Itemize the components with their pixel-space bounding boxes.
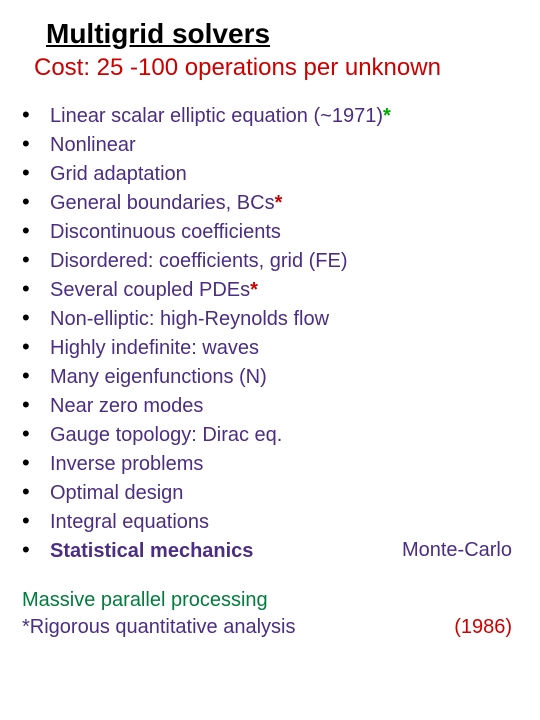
list-item: •Integral equations <box>22 510 512 534</box>
footer-line-1: Massive parallel processing <box>22 589 512 612</box>
list-item-text: Inverse problems <box>50 453 512 476</box>
list-item-text: Gauge topology: Dirac eq. <box>50 424 512 447</box>
list-item: •Many eigenfunctions (N) <box>22 365 512 389</box>
list-item-text: Nonlinear <box>50 134 512 157</box>
bullet-icon: • <box>22 452 50 474</box>
bullet-list: •Linear scalar elliptic equation (~1971)… <box>22 104 512 563</box>
list-item: •Grid adaptation <box>22 162 512 186</box>
list-item: •Optimal design <box>22 481 512 505</box>
bullet-icon: • <box>22 307 50 329</box>
bullet-icon: • <box>22 133 50 155</box>
list-item-text: Discontinuous coefficients <box>50 221 512 244</box>
list-item-text: Many eigenfunctions (N) <box>50 366 512 389</box>
list-item-text: Near zero modes <box>50 395 512 418</box>
slide-title: Multigrid solvers <box>46 18 512 50</box>
bullet-icon: • <box>22 394 50 416</box>
list-item-text: Non-elliptic: high-Reynolds flow <box>50 308 512 331</box>
list-item-text: Several coupled PDEs* <box>50 279 512 302</box>
list-item-text: Grid adaptation <box>50 163 512 186</box>
bullet-icon: • <box>22 278 50 300</box>
slide-subtitle: Cost: 25 -100 operations per unknown <box>34 54 512 82</box>
bullet-icon: • <box>22 104 50 126</box>
list-item-text: Integral equations <box>50 511 512 534</box>
list-item-suffix: * <box>275 192 283 214</box>
bullet-icon: • <box>22 191 50 213</box>
bullet-icon: • <box>22 220 50 242</box>
list-item: •Highly indefinite: waves <box>22 336 512 360</box>
list-item-text: Linear scalar elliptic equation (~1971)* <box>50 105 512 128</box>
list-item: •Near zero modes <box>22 394 512 418</box>
bullet-icon: • <box>22 481 50 503</box>
bullet-icon: • <box>22 539 50 561</box>
footer-text-left: *Rigorous quantitative analysis <box>22 616 296 639</box>
list-item: •Linear scalar elliptic equation (~1971)… <box>22 104 512 128</box>
list-item-text: Highly indefinite: waves <box>50 337 512 360</box>
bullet-icon: • <box>22 510 50 532</box>
bullet-icon: • <box>22 162 50 184</box>
list-item-suffix: * <box>383 105 391 127</box>
list-item: •Nonlinear <box>22 133 512 157</box>
list-item-text: Optimal design <box>50 482 512 505</box>
list-item: •Inverse problems <box>22 452 512 476</box>
bullet-icon: • <box>22 249 50 271</box>
list-item: •Statistical mechanicsMonte-Carlo <box>22 539 512 563</box>
list-item-text: Disordered: coefficients, grid (FE) <box>50 250 512 273</box>
bullet-icon: • <box>22 365 50 387</box>
footer: Massive parallel processing *Rigorous qu… <box>22 589 512 639</box>
list-item-trail: Monte-Carlo <box>402 539 512 562</box>
list-item: •Several coupled PDEs* <box>22 278 512 302</box>
footer-text-right: (1986) <box>454 616 512 639</box>
bullet-icon: • <box>22 423 50 445</box>
list-item: •General boundaries, BCs* <box>22 191 512 215</box>
bullet-icon: • <box>22 336 50 358</box>
list-item: •Non-elliptic: high-Reynolds flow <box>22 307 512 331</box>
list-item-suffix: * <box>250 279 258 301</box>
footer-line-2: *Rigorous quantitative analysis (1986) <box>22 616 512 639</box>
list-item: •Gauge topology: Dirac eq. <box>22 423 512 447</box>
list-item-text: General boundaries, BCs* <box>50 192 512 215</box>
list-item: •Discontinuous coefficients <box>22 220 512 244</box>
list-item: •Disordered: coefficients, grid (FE) <box>22 249 512 273</box>
